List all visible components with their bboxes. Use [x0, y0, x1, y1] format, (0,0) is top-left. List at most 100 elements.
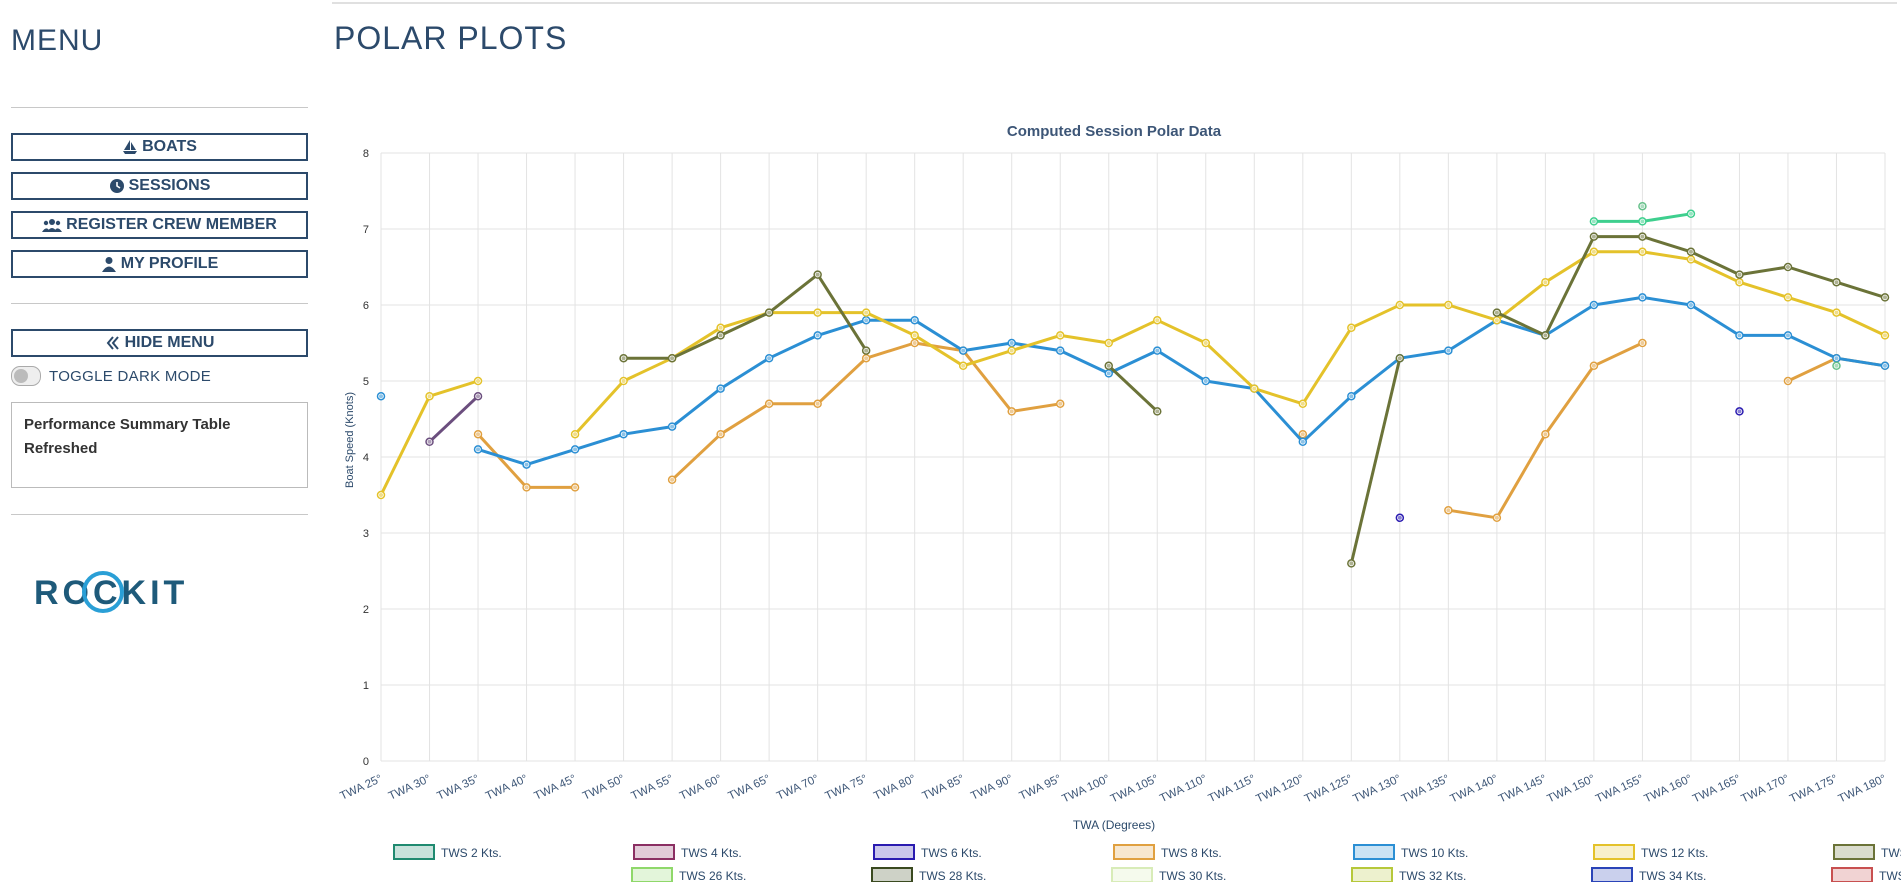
- legend-label: TWS 14 Kts.: [1881, 846, 1901, 860]
- data-point-fill: [1543, 333, 1548, 338]
- x-tick-label: TWA 75°: [824, 773, 870, 803]
- data-point-fill: [573, 447, 578, 452]
- data-point-fill: [864, 318, 869, 323]
- series-line: [623, 273, 868, 360]
- user-icon: [101, 257, 116, 272]
- data-point-fill: [1397, 515, 1402, 520]
- x-tick-label: TWA 120°: [1254, 773, 1306, 806]
- divider: [332, 2, 1897, 4]
- data-point-fill: [864, 356, 869, 361]
- x-tick-label: TWA 155°: [1594, 773, 1646, 806]
- logo-gauge: [82, 571, 124, 613]
- x-axis: TWA 25° TWA 30° TWA 35° TWA 40° TWA 45° TWA 5…: [338, 773, 1888, 806]
- data-point-fill: [427, 439, 432, 444]
- x-tick-label: TWA 100°: [1060, 773, 1112, 806]
- data-point-fill: [912, 341, 917, 345]
- data-point-fill: [864, 310, 869, 315]
- sessions-button[interactable]: SESSIONS: [11, 172, 308, 200]
- data-point-fill: [1834, 363, 1839, 368]
- dark-mode-toggle[interactable]: [11, 366, 41, 386]
- dark-mode-toggle-label: TOGGLE DARK MODE: [49, 367, 212, 385]
- divider: [11, 107, 308, 108]
- data-point-fill: [767, 356, 772, 361]
- data-point-fill: [912, 318, 917, 323]
- series-line: [428, 395, 480, 443]
- data-point-fill: [1300, 432, 1305, 437]
- boats-button[interactable]: BOATS: [11, 133, 308, 161]
- data-point-fill: [1737, 409, 1742, 414]
- data-point-fill: [621, 432, 626, 437]
- data-point-fill: [1155, 318, 1160, 323]
- data-point-fill: [1640, 234, 1645, 239]
- legend-swatch: [633, 844, 675, 860]
- x-tick-label: TWA 125°: [1303, 773, 1355, 806]
- legend-label: TWS 12 Kts.: [1641, 846, 1708, 860]
- data-point-fill: [1009, 341, 1014, 345]
- notice-textarea[interactable]: Performance Summary Table Refreshed: [11, 402, 308, 488]
- data-point-fill: [1397, 356, 1402, 361]
- data-point-fill: [1883, 333, 1887, 338]
- data-point-fill: [1688, 211, 1693, 216]
- data-point-fill: [815, 272, 820, 277]
- legend-label: TWS 30 Kts.: [1159, 869, 1226, 882]
- data-point-fill: [1009, 409, 1014, 414]
- y-tick-label: 2: [363, 604, 369, 616]
- data-point-fill: [1058, 401, 1063, 406]
- data-point-fill: [670, 356, 675, 361]
- series-group: [1395, 407, 1744, 523]
- y-tick-label: 4: [363, 452, 369, 464]
- data-point-fill: [1883, 295, 1887, 300]
- data-point-fill: [1834, 310, 1839, 315]
- data-point-fill: [621, 356, 626, 361]
- data-point-fill: [524, 485, 529, 490]
- legend-label: TWS 34 Kts.: [1639, 869, 1706, 882]
- register-crew-member-button[interactable]: REGISTER CREW MEMBER: [11, 211, 308, 239]
- data-point-fill: [1009, 348, 1014, 353]
- legend-label: TWS 26 Kts.: [679, 869, 746, 882]
- data-point-fill: [1591, 363, 1596, 368]
- data-point-fill: [476, 379, 481, 383]
- data-point-fill: [718, 386, 723, 391]
- data-point-fill: [815, 333, 820, 338]
- data-point-fill: [961, 348, 966, 353]
- series-group: [376, 247, 1890, 500]
- legend-label: TWS 36 Kts.: [1879, 869, 1901, 882]
- data-point-fill: [573, 485, 578, 490]
- data-point-fill: [1446, 348, 1451, 353]
- logo-text: ROCKIT: [34, 574, 188, 612]
- data-point-fill: [1155, 348, 1160, 353]
- data-point-fill: [1737, 333, 1742, 338]
- x-tick-label: TWA 180°: [1837, 773, 1889, 806]
- data-point-fill: [718, 325, 723, 330]
- x-tick-label: TWA 150°: [1545, 773, 1597, 806]
- x-tick-label: TWA 80°: [872, 773, 918, 803]
- hide-menu-button-label: HIDE MENU: [124, 334, 215, 351]
- x-tick-label: TWA 45°: [532, 773, 578, 803]
- data-point-fill: [815, 310, 820, 315]
- legend-swatch: [631, 867, 673, 882]
- data-point-fill: [573, 432, 578, 437]
- data-point-fill: [1883, 363, 1887, 368]
- data-point-fill: [1446, 303, 1451, 307]
- clock-icon: [109, 179, 124, 193]
- data-point-fill: [1058, 333, 1063, 338]
- data-point-fill: [1591, 249, 1596, 254]
- x-tick-label: TWA 60°: [678, 773, 724, 803]
- page-title: POLAR PLOTS: [334, 20, 568, 56]
- x-tick-label: TWA 110°: [1158, 773, 1209, 805]
- x-tick-label: TWA 170°: [1740, 773, 1792, 806]
- data-point-fill: [1543, 280, 1548, 285]
- x-tick-label: TWA 50°: [581, 773, 627, 803]
- data-point-fill: [1688, 303, 1693, 307]
- legend-swatch: [873, 844, 915, 860]
- data-point-fill: [1203, 341, 1208, 345]
- x-tick-label: TWA 35°: [435, 773, 481, 803]
- my-profile-button[interactable]: MY PROFILE: [11, 250, 308, 278]
- register-crew-member-button-label: REGISTER CREW MEMBER: [66, 216, 277, 233]
- data-point-fill: [1834, 280, 1839, 285]
- data-point-fill: [1785, 295, 1790, 300]
- data-point-fill: [1688, 257, 1693, 262]
- x-tick-label: TWA 165°: [1691, 773, 1743, 806]
- hide-menu-button[interactable]: HIDE MENU: [11, 329, 308, 357]
- legend-swatch: [393, 844, 435, 860]
